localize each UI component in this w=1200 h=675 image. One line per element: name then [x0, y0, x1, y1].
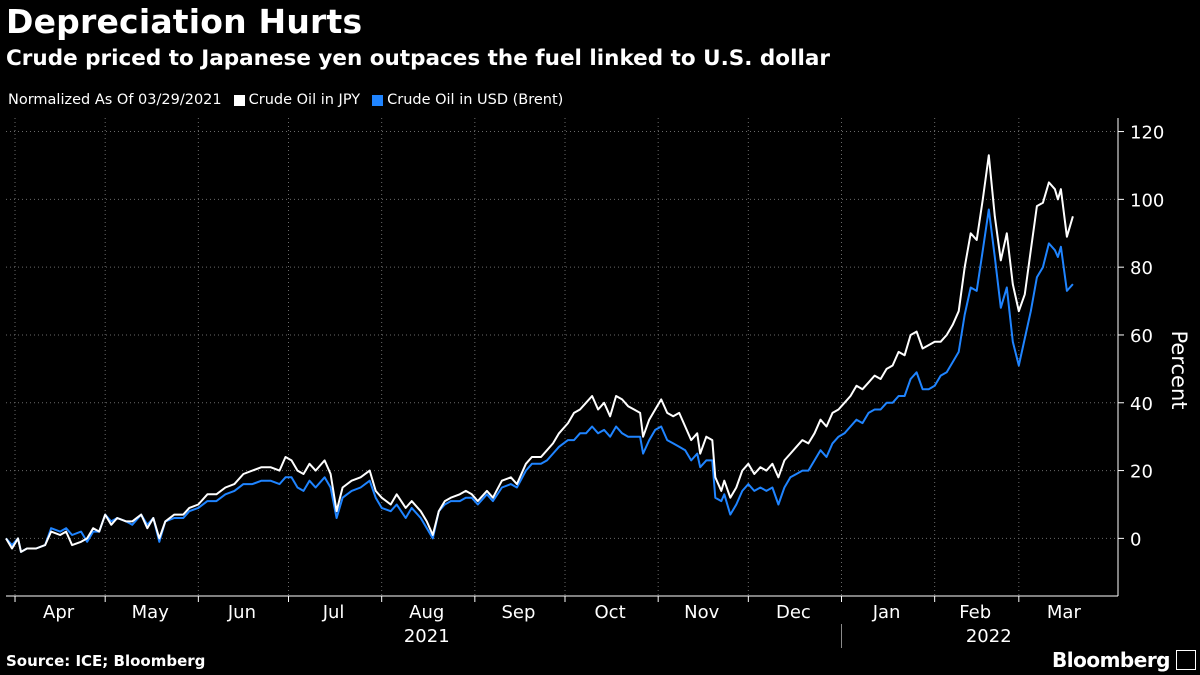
y-tick-label: 120	[1130, 123, 1164, 144]
y-tick-label: 100	[1130, 190, 1164, 211]
y-tick-label: 60	[1130, 326, 1153, 347]
legend-swatch-jpy	[233, 94, 245, 106]
y-tick-label: 40	[1130, 394, 1153, 415]
x-tick-label: Aug	[409, 602, 444, 623]
chart-subtitle: Crude priced to Japanese yen outpaces th…	[6, 46, 830, 71]
x-tick-label: Apr	[43, 602, 75, 623]
year-label: 2022	[966, 626, 1012, 647]
x-tick-label: Sep	[501, 602, 535, 623]
y-tick-label: 80	[1130, 258, 1153, 279]
brand-square-icon	[1176, 650, 1196, 670]
x-tick-label: Jan	[872, 602, 901, 623]
series-line-usd	[5, 208, 1074, 553]
legend-swatch-usd	[372, 94, 384, 106]
legend-label-jpy: Crude Oil in JPY	[248, 92, 361, 108]
x-tick-label: Jun	[227, 602, 256, 623]
chart-title: Depreciation Hurts	[6, 2, 363, 41]
year-label: 2021	[404, 626, 450, 647]
x-tick-label: May	[132, 602, 170, 623]
y-tick-label: 20	[1130, 462, 1153, 483]
y-tick-label: 0	[1130, 529, 1141, 550]
x-tick-label: Jul	[322, 602, 345, 623]
legend: Normalized As Of 03/29/2021 Crude Oil in…	[8, 92, 563, 108]
series-lines	[5, 154, 1074, 553]
gridlines	[6, 118, 1118, 596]
series-line-jpy	[5, 154, 1074, 553]
x-tick-label: Mar	[1047, 602, 1082, 623]
axes: 0 20 40 60 80 100 120 Apr May Jun Jul Aug Sep Oct Nov D…	[6, 118, 1164, 648]
x-tick-label: Oct	[595, 602, 626, 623]
legend-note: Normalized As Of 03/29/2021	[8, 92, 222, 108]
brand-logo: Bloomberg	[1052, 648, 1170, 672]
y-axis-label: Percent	[1167, 330, 1191, 409]
source-note: Source: ICE; Bloomberg	[6, 652, 206, 670]
legend-label-usd: Crude Oil in USD (Brent)	[387, 92, 564, 108]
x-tick-label: Dec	[776, 602, 811, 623]
x-tick-label: Feb	[959, 602, 991, 623]
x-tick-label: Nov	[684, 602, 719, 623]
